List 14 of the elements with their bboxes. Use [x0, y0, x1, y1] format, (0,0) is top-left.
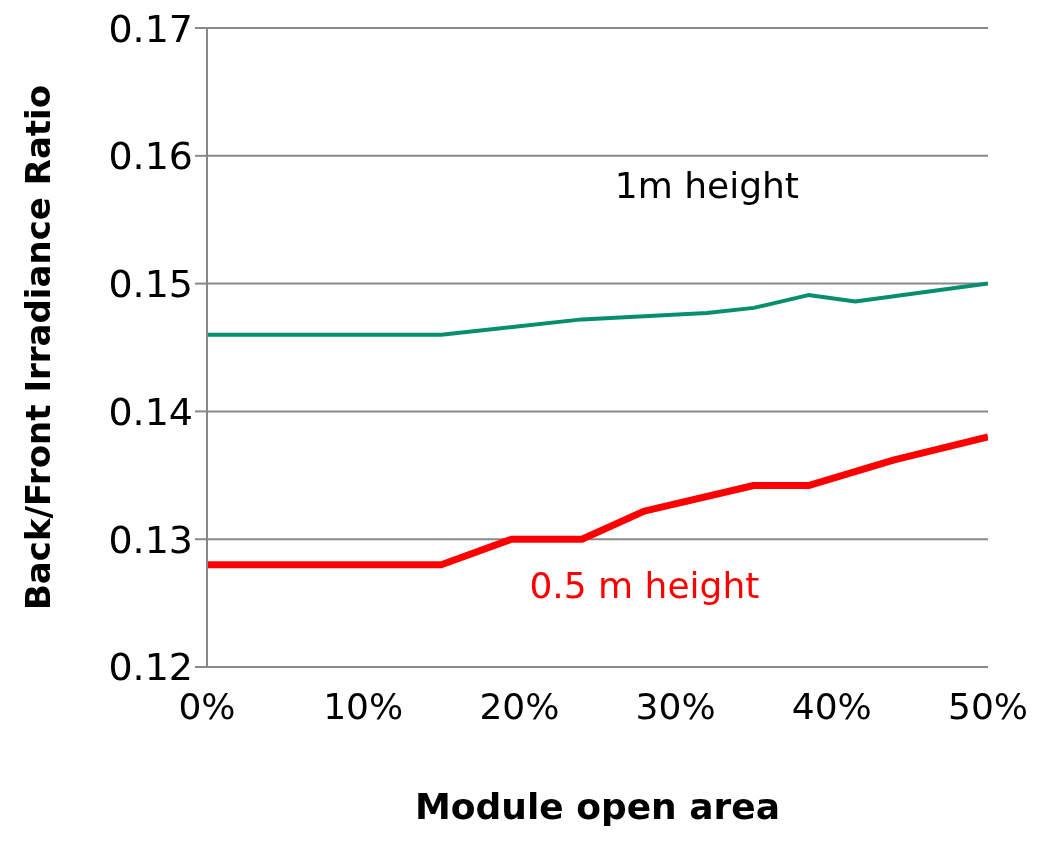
y-axis-title: Back/Front Irradiance Ratio	[18, 84, 59, 611]
x-tick-label: 40%	[791, 685, 872, 727]
x-tick-label: 20%	[479, 685, 560, 727]
x-tick-label: 30%	[635, 685, 716, 727]
x-axis-title: Module open area	[414, 786, 781, 827]
text: 1m height	[614, 164, 799, 206]
x-tick-label: 10%	[323, 685, 404, 727]
y-tick-label: 0.16	[108, 134, 193, 179]
series-label: 0.5 m height	[529, 565, 760, 607]
y-tick-label: 0.17	[108, 6, 193, 51]
y-tick-label: 0.14	[108, 389, 193, 434]
x-tick-label: 50%	[947, 685, 1029, 727]
y-tick-label: 0.13	[108, 517, 193, 562]
y-tick-label: 0.15	[108, 262, 193, 307]
